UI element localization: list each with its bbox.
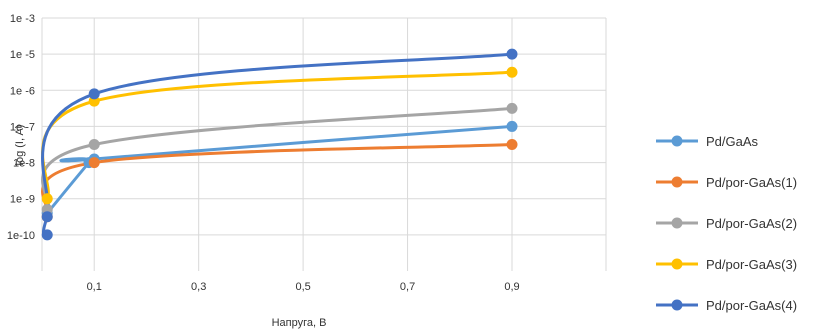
x-tick-label: 0,5 bbox=[295, 281, 310, 293]
legend-label: Pd/por-GaAs(4) bbox=[706, 298, 797, 313]
x-tick-label: 0,3 bbox=[191, 281, 206, 293]
series-3-point bbox=[88, 139, 100, 150]
series-line-5 bbox=[41, 52, 514, 237]
x-axis-label: Напруга, В bbox=[272, 317, 327, 329]
series-5-point bbox=[41, 229, 53, 241]
series-2-point bbox=[88, 157, 100, 169]
legend-swatch-marker bbox=[671, 299, 683, 311]
y-tick-label: 1e -9 bbox=[10, 194, 35, 206]
legend-swatch-marker bbox=[671, 258, 683, 270]
x-tick-label: 0,1 bbox=[87, 281, 102, 293]
legend-swatch-marker bbox=[671, 135, 683, 147]
y-tick-label: 1e -5 bbox=[10, 49, 35, 61]
series-layer bbox=[41, 48, 518, 241]
series-line-2 bbox=[41, 143, 514, 219]
series-5-point bbox=[41, 211, 53, 223]
y-tick-label: 1e -3 bbox=[10, 13, 35, 25]
series-4-point bbox=[41, 193, 53, 205]
y-tick-label: 1e -6 bbox=[10, 85, 35, 97]
series-line-4 bbox=[41, 70, 514, 201]
grid bbox=[42, 17, 606, 271]
legend-swatch-marker bbox=[671, 176, 683, 188]
legend-label: Pd/por-GaAs(3) bbox=[706, 257, 797, 272]
y-tick-label: 1e-8 bbox=[13, 158, 35, 170]
x-tick-label: 0,9 bbox=[504, 281, 519, 293]
series-1-point bbox=[506, 120, 518, 132]
y-tick-label: 1e-10 bbox=[7, 230, 35, 242]
series-2-point bbox=[506, 139, 518, 150]
x-tick-label: 0,7 bbox=[400, 281, 415, 293]
series-5-point bbox=[88, 88, 100, 100]
series-line-1 bbox=[45, 124, 514, 215]
legend-label: Pd/por-GaAs(1) bbox=[706, 175, 797, 190]
series-3-point bbox=[506, 102, 518, 114]
y-axis-label: log (I, A) bbox=[14, 125, 26, 166]
legend-swatch-marker bbox=[671, 217, 683, 229]
y-tick-label: 1e -7 bbox=[10, 121, 35, 133]
axes: 1e -3 1e -5 1e -6 1e -7 1e-8 1e -9 1e-10 0,1 0,3… bbox=[7, 13, 607, 293]
series-line-3 bbox=[41, 106, 514, 212]
legend-label: Pd/por-GaAs(2) bbox=[706, 216, 797, 231]
series-5-point bbox=[506, 48, 518, 60]
legend: Pd/GaAs Pd/por-GaAs(1) Pd/por-GaAs(2) Pd/po… bbox=[656, 134, 797, 313]
series-4-point bbox=[506, 66, 518, 78]
legend-label: Pd/GaAs bbox=[706, 134, 759, 149]
